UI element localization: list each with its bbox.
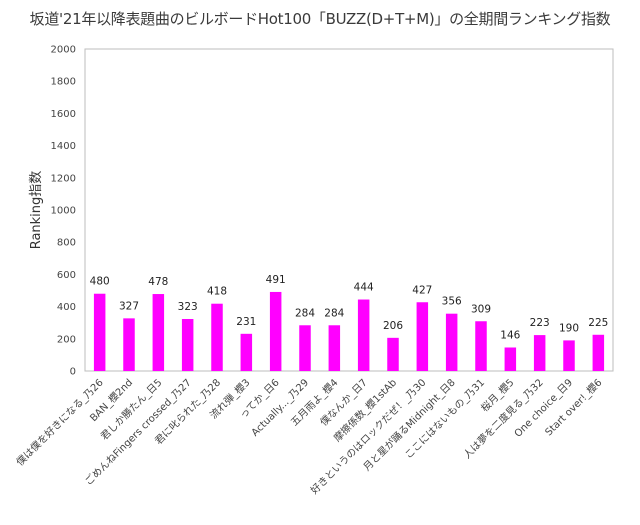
y-tick-label: 800 bbox=[57, 238, 76, 249]
data-label: 284 bbox=[324, 307, 344, 319]
data-label: 231 bbox=[236, 316, 256, 328]
data-label: 206 bbox=[383, 320, 403, 332]
y-tick-label: 400 bbox=[57, 302, 76, 313]
bar bbox=[93, 293, 106, 371]
bar bbox=[357, 299, 370, 371]
bar bbox=[152, 294, 165, 371]
plot-area-frame bbox=[84, 48, 614, 372]
data-label: 418 bbox=[207, 286, 227, 298]
y-tick-label: 2000 bbox=[51, 45, 76, 56]
bar bbox=[416, 302, 429, 371]
bar bbox=[533, 335, 546, 371]
data-labels: 480 327 478 323 418 231 491 284 284 444 206 427 356 3… bbox=[90, 274, 609, 342]
bar bbox=[387, 337, 399, 371]
x-axis: 僕は僕を好きになる_乃26BAN_櫻2nd君しか勝たん_日5ごめんねFinger… bbox=[13, 376, 604, 497]
data-label: 480 bbox=[90, 276, 110, 288]
y-tick-label: 1800 bbox=[51, 77, 76, 88]
y-axis: 0 200 400 600 800 1000 1200 1400 1600 1800 2000 bbox=[51, 45, 76, 378]
y-tick-label: 1600 bbox=[51, 109, 76, 120]
data-label: 284 bbox=[295, 307, 315, 319]
bar bbox=[328, 325, 341, 371]
data-label: 327 bbox=[119, 300, 139, 312]
bar bbox=[211, 303, 223, 371]
bar bbox=[123, 318, 135, 371]
y-tick-label: 600 bbox=[57, 270, 76, 281]
y-axis-label: Ranking指数 bbox=[29, 171, 44, 250]
data-label: 190 bbox=[559, 322, 579, 334]
data-label: 225 bbox=[588, 317, 608, 329]
chart-title: 坂道'21年以降表題曲のビルボードHot100「BUZZ(D+T+M)」の全期間… bbox=[29, 10, 611, 28]
y-tick-label: 1400 bbox=[51, 141, 76, 152]
y-tick-label: 0 bbox=[70, 367, 76, 378]
data-label: 356 bbox=[442, 296, 462, 308]
data-label: 491 bbox=[266, 274, 286, 286]
y-tick-label: 1000 bbox=[51, 206, 76, 217]
bar bbox=[445, 313, 458, 371]
data-label: 146 bbox=[500, 329, 520, 341]
data-label: 223 bbox=[530, 317, 550, 329]
data-label: 323 bbox=[178, 301, 198, 313]
data-label: 309 bbox=[471, 303, 491, 315]
bar bbox=[181, 318, 194, 371]
x-tick-label: ごめんねFingers crossed_乃27 bbox=[82, 376, 194, 488]
bar bbox=[504, 347, 517, 371]
data-label: 427 bbox=[412, 284, 432, 296]
x-tick-label: 僕は僕を好きになる_乃26 bbox=[13, 376, 105, 468]
bar bbox=[240, 333, 253, 371]
bar bbox=[563, 340, 575, 371]
bar bbox=[592, 334, 605, 371]
bar bbox=[475, 321, 487, 371]
bar bbox=[269, 291, 282, 371]
data-label: 478 bbox=[148, 276, 168, 288]
y-tick-label: 200 bbox=[57, 334, 76, 345]
bars bbox=[93, 291, 605, 371]
data-label: 444 bbox=[354, 282, 374, 294]
y-tick-label: 1200 bbox=[51, 173, 76, 184]
bar bbox=[299, 325, 311, 371]
